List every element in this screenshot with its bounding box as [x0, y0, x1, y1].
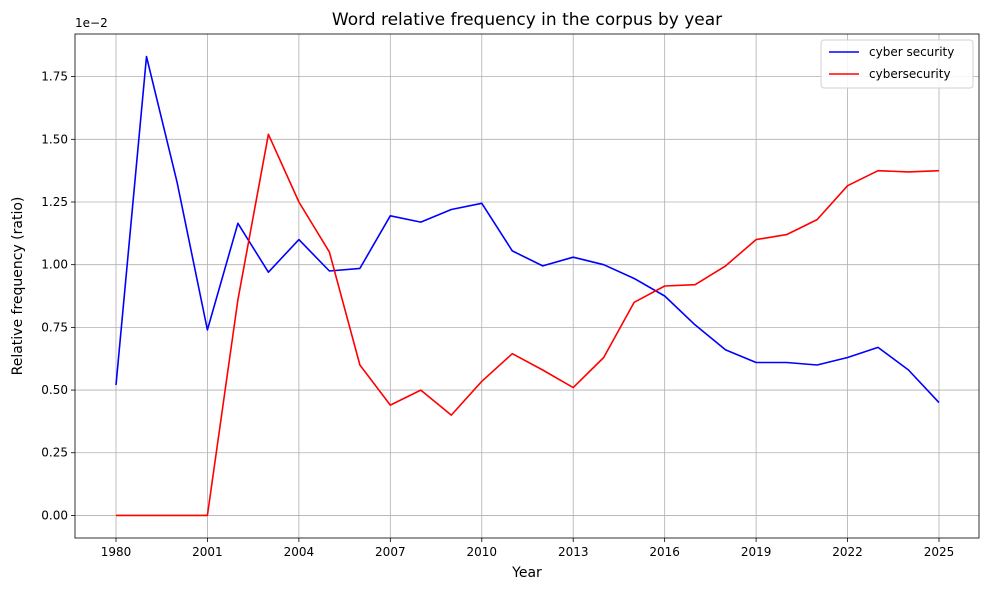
x-tick-label: 1980: [101, 545, 132, 559]
y-tick-label: 0.25: [41, 446, 68, 460]
chart-title: Word relative frequency in the corpus by…: [332, 10, 722, 30]
series-line-cyber-security: [115, 55, 940, 404]
x-tick-label: 2007: [375, 545, 406, 559]
y-tick-label: 0.50: [41, 383, 68, 397]
y-tick-label: 1.50: [41, 132, 68, 146]
legend: cyber security cybersecurity: [820, 39, 974, 89]
y-tick-label: 1.00: [41, 258, 68, 272]
x-tick-label: 2004: [284, 545, 315, 559]
x-tick-label: 2016: [649, 545, 680, 559]
legend-label-cybersecurity: cybersecurity: [869, 67, 951, 81]
y-offset-text: 1e−2: [75, 16, 108, 30]
x-tick-label: 2019: [741, 545, 772, 559]
y-tick-label: 0.00: [41, 508, 68, 522]
series-lines: [115, 55, 940, 517]
y-axis-label: Relative frequency (ratio): [10, 197, 26, 376]
x-tick-label: 2025: [924, 545, 955, 559]
plot-frame: [74, 33, 980, 539]
x-tick-label: 2013: [558, 545, 589, 559]
x-axis: 1980 2001 2004 2007 2010 2013 2016 2019 2022 2025: [101, 538, 955, 559]
x-tick-label: 2022: [832, 545, 863, 559]
x-tick-label: 2001: [192, 545, 223, 559]
y-tick-label: 1.25: [41, 195, 68, 209]
y-tick-label: 0.75: [41, 320, 68, 334]
x-axis-label: Year: [511, 565, 542, 581]
x-tick-label: 2010: [467, 545, 498, 559]
grid: [75, 34, 979, 538]
legend-label-cyber-security: cyber security: [869, 45, 954, 59]
series-line-cybersecurity: [116, 133, 940, 517]
y-tick-label: 1.75: [41, 70, 68, 84]
y-axis: 0.00 0.25 0.50 0.75 1.00 1.25 1.50 1.75: [41, 70, 75, 522]
